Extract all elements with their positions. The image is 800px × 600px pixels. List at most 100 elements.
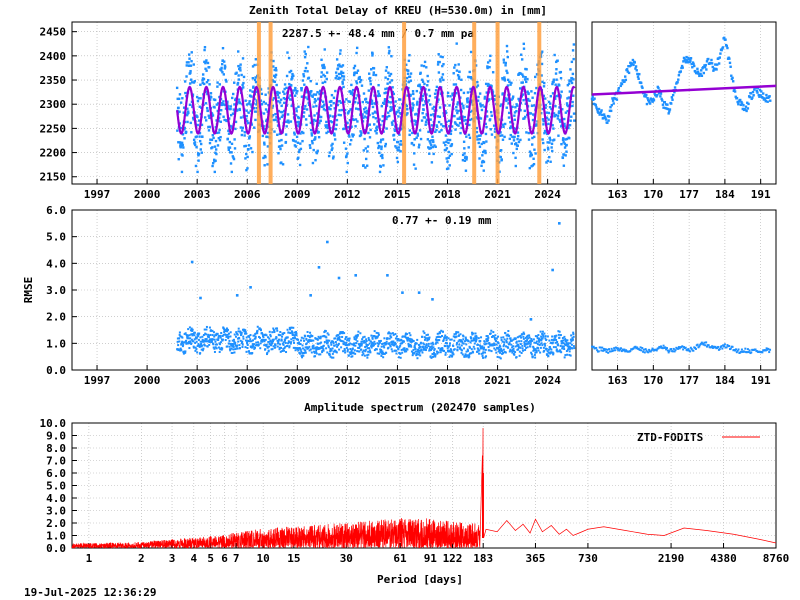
spectrum-x-tick-label: 730: [578, 552, 598, 565]
rmse-long-point: [543, 332, 546, 335]
ztd-long-point: [533, 135, 536, 139]
rmse-long-point: [205, 333, 208, 336]
rmse-long-point: [521, 333, 524, 336]
rmse-long-point: [494, 334, 497, 337]
rmse-long-point: [340, 340, 343, 343]
ztd-long-point: [343, 100, 346, 104]
ztd-long-point: [346, 161, 349, 165]
rmse-long-point: [522, 349, 525, 352]
rmse-long-point: [283, 349, 286, 352]
rmse-long-point: [535, 341, 538, 344]
ztd-recent-point: [691, 61, 695, 64]
ztd-long-point: [295, 91, 298, 95]
rmse-long-point: [313, 351, 316, 354]
rmse-long-point: [407, 342, 410, 345]
rmse-recent-point: [666, 349, 669, 352]
rmse-long-point: [442, 338, 445, 341]
ztd-long-point: [480, 164, 483, 168]
ztd-long-point: [255, 99, 258, 102]
rmse-long-point: [465, 343, 468, 346]
ztd-long-point: [412, 97, 415, 100]
ztd-long-point: [479, 117, 483, 120]
ztd-long-point: [231, 155, 235, 158]
ztd-long-point: [554, 72, 558, 75]
ztd-long-point: [385, 117, 388, 121]
ztd-long-point: [342, 85, 345, 89]
rmse-recent-point: [650, 349, 653, 352]
rmse-long-point: [215, 343, 218, 346]
ztd-recent-x-tick-label: 177: [679, 188, 699, 201]
ztd-long-point: [365, 100, 368, 104]
ztd-long-point: [357, 108, 361, 111]
ztd-long-point: [493, 94, 496, 98]
rmse-long-point: [498, 344, 501, 347]
ztd-long-point: [429, 146, 433, 150]
rmse-long-point: [539, 330, 542, 333]
rmse-long-point: [470, 348, 473, 351]
rmse-long-point: [230, 347, 233, 350]
ztd-long-panel: 1997 2000 2003 2006 2009 2012 2015 2018 2021 2024…: [40, 21, 577, 201]
rmse-long-point: [228, 348, 231, 351]
rmse-long-point: [551, 335, 554, 338]
rmse-long-point: [414, 350, 417, 353]
ztd-long-point: [493, 98, 496, 101]
rmse-long-point: [449, 338, 452, 341]
ztd-long-point: [242, 75, 246, 79]
rmse-long-point: [209, 333, 212, 336]
ztd-long-point: [544, 97, 547, 100]
rmse-long-point: [253, 347, 256, 350]
ztd-long-point: [448, 154, 452, 157]
rmse-long-outlier: [401, 291, 404, 294]
ztd-long-point: [272, 118, 276, 122]
ztd-long-point: [351, 133, 354, 136]
ztd-long-point: [266, 135, 269, 139]
ztd-long-point: [535, 123, 539, 126]
ztd-long-point: [408, 129, 412, 132]
rmse-recent-point: [595, 346, 598, 349]
ztd-recent-point: [681, 66, 684, 69]
ztd-long-point: [531, 143, 534, 146]
rmse-y-label: RMSE: [22, 277, 35, 304]
rmse-long-point: [338, 348, 341, 351]
ztd-long-point: [428, 147, 431, 150]
ztd-long-point: [555, 68, 558, 71]
ztd-long-point: [211, 134, 214, 137]
rmse-recent-point: [614, 349, 616, 352]
ztd-long-point: [325, 120, 328, 124]
rmse-long-point: [499, 351, 502, 354]
ztd-long-point: [528, 99, 531, 102]
ztd-long-point: [298, 123, 301, 126]
rmse-long-point: [381, 342, 384, 345]
rmse-long-point: [194, 349, 197, 352]
ztd-recent-point: [749, 92, 753, 95]
rmse-long-point: [430, 345, 433, 348]
ztd-long-point: [190, 131, 193, 134]
rmse-long-point: [411, 352, 414, 355]
ztd-long-point: [175, 86, 179, 90]
rmse-long-point: [284, 339, 287, 342]
rmse-long-point: [246, 346, 249, 349]
rmse-long-point: [267, 336, 270, 339]
ztd-recent-point: [652, 99, 656, 102]
rmse-long-point: [230, 344, 233, 347]
ztd-long-point: [337, 72, 341, 76]
rmse-long-point: [231, 351, 234, 354]
rmse-long-point: [477, 343, 480, 346]
rmse-long-point: [333, 337, 336, 340]
rmse-long-point: [566, 339, 569, 342]
ztd-long-point: [439, 78, 442, 81]
rmse-long-point: [402, 340, 405, 343]
ztd-long-point: [494, 136, 497, 139]
rmse-long-point: [226, 328, 229, 331]
rmse-long-point: [456, 346, 459, 349]
ztd-long-point: [526, 77, 529, 81]
ztd-long-point: [233, 147, 237, 150]
ztd-long-point: [296, 89, 299, 93]
rmse-long-point: [368, 339, 371, 342]
rmse-long-point: [180, 349, 183, 352]
rmse-long-point: [252, 344, 255, 347]
rmse-long-point: [239, 330, 242, 333]
rmse-long-point: [258, 336, 261, 339]
ztd-long-point: [241, 57, 245, 60]
rmse-long-point: [456, 342, 459, 345]
